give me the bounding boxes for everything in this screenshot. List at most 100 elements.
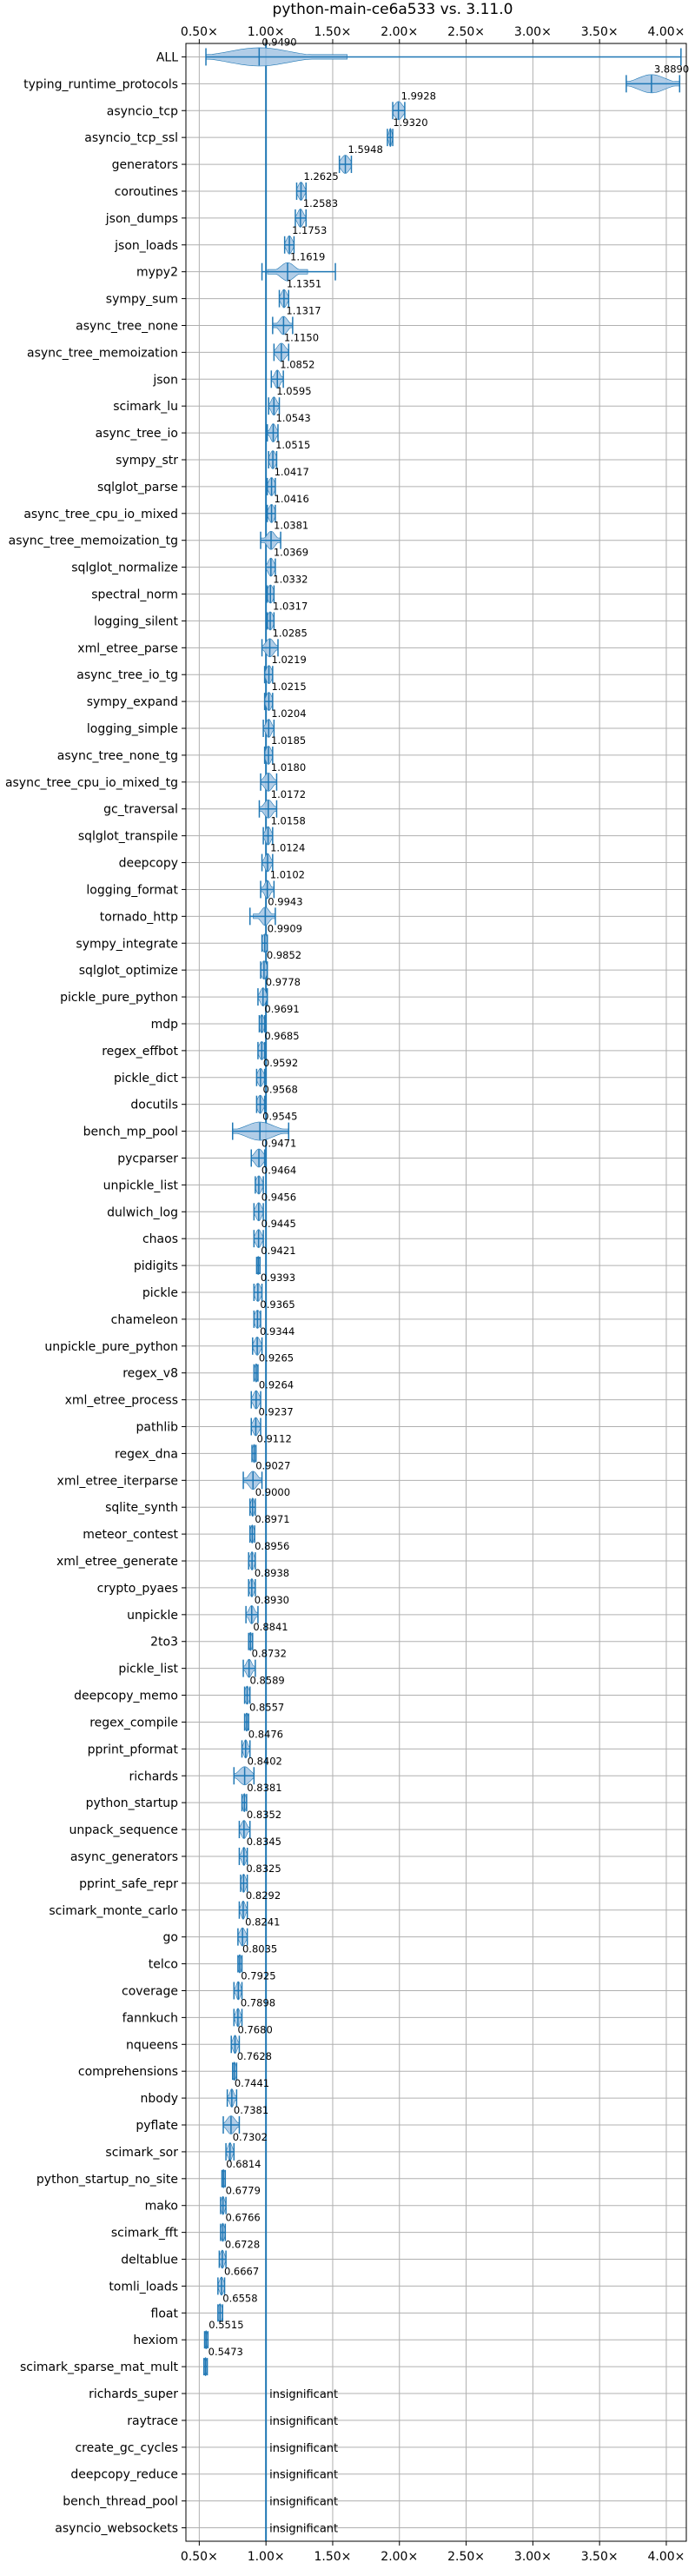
value-label: 1.1150 — [284, 331, 319, 343]
value-label: 1.0595 — [276, 385, 311, 397]
y-tick-label: fannkuch — [122, 2011, 178, 2025]
y-tick-label: crypto_pyaes — [97, 1582, 178, 1596]
y-tick-label: richards_super — [89, 2387, 178, 2401]
value-label: 0.7302 — [233, 2131, 268, 2143]
y-tick-label: json_dumps — [105, 212, 178, 226]
violin-sqlglot_transpile — [262, 826, 274, 846]
x-tick-label-bottom: 1.50× — [314, 2550, 352, 2564]
value-label: 0.8352 — [247, 1809, 281, 1821]
violin-mdp — [258, 1014, 266, 1033]
value-label: 1.0219 — [272, 654, 307, 666]
value-label: 1.1317 — [286, 305, 321, 317]
y-tick-label: mypy2 — [136, 266, 178, 280]
violin-asyncio_tcp — [392, 101, 406, 121]
violin-sqlglot_optimize — [260, 960, 268, 980]
violin-regex_dna — [251, 1444, 257, 1464]
violin-richards — [233, 1766, 255, 1786]
value-label: 0.9778 — [266, 976, 301, 988]
violin-sympy_expand — [263, 692, 274, 711]
y-tick-label: xml_etree_process — [65, 1394, 178, 1408]
x-tick-label-bottom: 4.00× — [648, 2550, 685, 2564]
value-label: 1.0417 — [275, 466, 309, 478]
value-label: 1.0124 — [270, 842, 305, 854]
insignificant-label: insignificant — [269, 2442, 338, 2455]
violin-gc_traversal — [258, 799, 278, 819]
violin-mypy2 — [261, 262, 336, 282]
violin-async_tree_memoization_tg — [260, 530, 281, 550]
violin-unpickle — [245, 1605, 259, 1624]
value-label: 0.9943 — [268, 895, 302, 907]
value-label: 1.0543 — [276, 412, 311, 424]
value-label: 0.9027 — [255, 1459, 290, 1471]
value-label: 0.7628 — [237, 2050, 272, 2062]
violin-async_tree_io — [266, 423, 279, 442]
y-tick-label: logging_silent — [94, 614, 178, 628]
value-label: 0.8402 — [248, 1755, 282, 1767]
value-label: 0.8241 — [245, 1916, 280, 1929]
y-tick-label: dulwich_log — [107, 1205, 178, 1219]
value-label: 0.9000 — [255, 1486, 290, 1498]
violin-bench_mp_pool — [232, 1121, 290, 1141]
violin-tomli_loads — [217, 2276, 226, 2296]
x-tick-label-top: 2.00× — [381, 25, 418, 39]
value-label: 0.6814 — [226, 2158, 261, 2170]
value-label: 1.0381 — [274, 520, 308, 532]
violin-xml_etree_generate — [248, 1551, 256, 1570]
value-label: 0.9852 — [267, 949, 301, 961]
insignificant-label: insignificant — [269, 2388, 338, 2401]
violin-docutils — [255, 1094, 266, 1114]
y-tick-label: sqlglot_normalize — [71, 561, 178, 575]
violin-go — [237, 1927, 248, 1947]
value-label: 0.8557 — [249, 1701, 284, 1713]
value-label: 1.1619 — [290, 251, 325, 263]
violin-deepcopy_memo — [243, 1685, 251, 1705]
violin-dulwich_log — [253, 1202, 264, 1222]
violin-pickle — [253, 1283, 263, 1302]
violin-logging_silent — [266, 611, 275, 631]
y-tick-label: sqlglot_transpile — [78, 830, 178, 844]
y-tick-label: meteor_contest — [83, 1528, 178, 1542]
y-tick-label: pickle_list — [118, 1663, 178, 1676]
violin-async_tree_none_tg — [263, 746, 274, 765]
grid-layer — [186, 43, 686, 2541]
value-label: 0.8345 — [247, 1836, 281, 1848]
violin-meteor_contest — [248, 1524, 255, 1544]
violin-pidigits — [255, 1256, 261, 1275]
y-tick-label: regex_v8 — [122, 1367, 178, 1381]
y-tick-label: scimark_fft — [111, 2227, 179, 2241]
violin-xml_etree_process — [250, 1390, 261, 1410]
y-tick-label: tomli_loads — [109, 2280, 178, 2294]
y-tick-label: xml_etree_iterparse — [57, 1474, 178, 1488]
value-label: 1.0317 — [273, 600, 308, 612]
violin-unpack_sequence — [238, 1820, 251, 1839]
y-tick-label: xml_etree_generate — [56, 1555, 178, 1569]
y-tick-label: pycparser — [117, 1152, 178, 1165]
y-tick-label: sqlglot_optimize — [79, 964, 178, 978]
y-tick-label: python_startup_no_site — [36, 2173, 178, 2187]
value-label: 0.9365 — [260, 1298, 295, 1311]
value-label: 0.6667 — [224, 2265, 259, 2277]
value-label: 1.0185 — [271, 734, 306, 747]
value-label: 0.9471 — [261, 1138, 296, 1150]
y-tick-label: mdp — [151, 1018, 179, 1032]
value-label: 0.9344 — [260, 1325, 295, 1338]
y-tick-label: asyncio_tcp_ssl — [84, 131, 178, 145]
violin-async_tree_memoization — [273, 342, 290, 362]
y-tick-label: scimark_sparse_mat_mult — [20, 2360, 178, 2374]
y-tick-label: async_tree_cpu_io_mixed — [23, 508, 178, 521]
y-tick-label: async_tree_none — [76, 319, 178, 333]
x-tick-label-bottom: 2.00× — [381, 2550, 418, 2564]
insignificant-label: insignificant — [269, 2523, 338, 2536]
value-label: 0.8938 — [255, 1567, 289, 1579]
y-tick-label: async_tree_none_tg — [57, 749, 178, 763]
value-label: 0.8956 — [255, 1540, 289, 1552]
value-label: 0.8930 — [255, 1594, 289, 1606]
violin-async_tree_cpu_io_mixed_tg — [260, 773, 278, 792]
value-label: 0.7925 — [241, 1970, 275, 1982]
value-label: 1.9928 — [401, 90, 436, 102]
y-tick-label: pidigits — [134, 1259, 178, 1273]
violin-pathlib — [250, 1417, 261, 1437]
y-tick-label: unpickle — [127, 1609, 178, 1623]
violin-nqueens — [230, 2035, 241, 2055]
